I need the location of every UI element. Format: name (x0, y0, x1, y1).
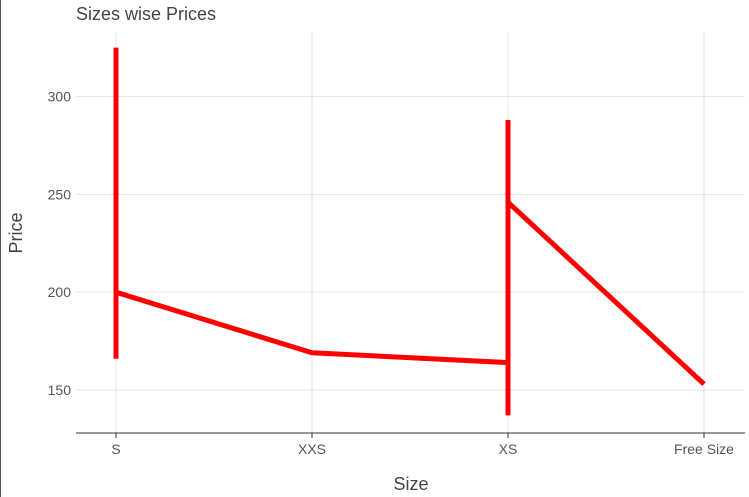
x-tick-label: XS (499, 441, 518, 457)
y-tick-label: 150 (48, 382, 72, 398)
x-tick-label: XXS (298, 441, 326, 457)
x-axis-ticks: S XXS XS Free Size (111, 433, 734, 457)
y-tick-label: 200 (48, 284, 72, 300)
x-tick-label: Free Size (674, 441, 734, 457)
price-series (113, 47, 706, 416)
x-axis-label: Size (393, 474, 428, 494)
x-gridlines (115, 32, 705, 433)
x-tick-label: S (111, 441, 120, 457)
y-tick-label: 300 (48, 89, 72, 105)
chart-title: Sizes wise Prices (76, 4, 216, 24)
price-line (113, 47, 706, 416)
y-gridlines (76, 96, 745, 391)
y-axis-ticks: 150 200 250 300 (48, 89, 72, 398)
y-tick-label: 250 (48, 186, 72, 202)
y-axis-label: Price (6, 212, 26, 253)
